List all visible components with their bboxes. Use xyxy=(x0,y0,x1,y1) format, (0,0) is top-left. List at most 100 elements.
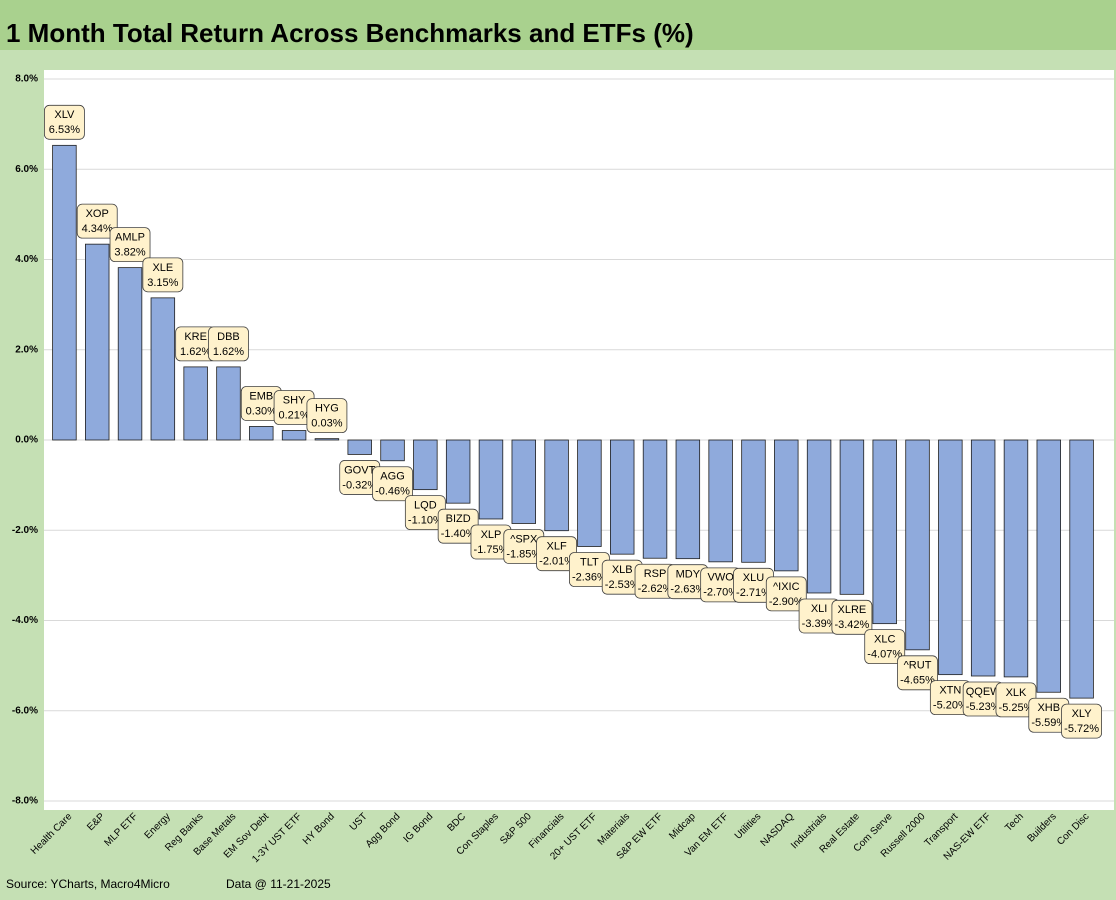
source: Source: YCharts, Macro4Micro xyxy=(6,877,170,891)
bar xyxy=(577,439,602,547)
ticker-label: MDY xyxy=(676,569,701,581)
ticker-label: XLE xyxy=(152,262,173,274)
bar xyxy=(52,144,77,441)
chart-title: 1 Month Total Return Across Benchmarks a… xyxy=(6,18,694,48)
ticker-label: XLRE xyxy=(838,604,867,616)
y-tick-label: 8.0% xyxy=(15,74,38,85)
value-label: -2.71% xyxy=(736,587,771,599)
value-label: 4.34% xyxy=(82,223,113,235)
y-tick-label: -6.0% xyxy=(12,705,38,716)
label-box xyxy=(831,599,873,635)
label-box xyxy=(76,203,118,239)
label-box xyxy=(765,576,807,612)
data-date: Data @ 11-21-2025 xyxy=(226,877,331,891)
ticker-label: ^IXIC xyxy=(773,581,800,593)
value-label: -5.23% xyxy=(966,701,1001,713)
bar xyxy=(610,439,635,555)
ticker-label: GOVT xyxy=(344,464,375,476)
ticker-label: ^RUT xyxy=(904,660,932,672)
label-box xyxy=(142,257,184,293)
bar xyxy=(1036,439,1061,693)
ticker-label: XLU xyxy=(743,572,764,584)
value-label: -5.25% xyxy=(999,702,1034,714)
title-bar xyxy=(0,0,1116,50)
bar xyxy=(413,439,438,491)
value-label: -1.85% xyxy=(506,548,541,560)
value-label: -1.40% xyxy=(441,528,476,540)
bar xyxy=(314,438,340,441)
ticker-label: VWO xyxy=(708,572,735,584)
bar xyxy=(741,439,766,563)
ticker-label: XHB xyxy=(1037,702,1060,714)
ticker-label: XTN xyxy=(939,685,961,697)
ticker-label: XLY xyxy=(1072,708,1093,720)
value-label: -2.62% xyxy=(638,583,673,595)
label-box xyxy=(372,466,413,502)
y-tick-label: 4.0% xyxy=(15,254,38,265)
ticker-label: BIZD xyxy=(446,513,471,525)
ticker-label: XOP xyxy=(86,208,109,220)
ticker-label: XLB xyxy=(612,564,633,576)
ticker-label: RSP xyxy=(644,568,667,580)
ticker-label: AMLP xyxy=(115,232,145,244)
bar xyxy=(970,439,996,677)
ticker-label: AGG xyxy=(380,471,404,483)
bar xyxy=(774,439,799,572)
ticker-label: KRE xyxy=(184,331,207,343)
value-label: -2.63% xyxy=(670,584,705,596)
ticker-label: XLK xyxy=(1006,687,1027,699)
ticker-label: SHY xyxy=(283,394,306,406)
label-box xyxy=(44,104,85,140)
bar xyxy=(905,439,930,651)
y-tick-label: 0.0% xyxy=(15,435,38,446)
bar xyxy=(249,426,274,441)
ticker-label: XLF xyxy=(547,541,567,553)
ticker-label: XLP xyxy=(481,529,502,541)
ticker-label: HYG xyxy=(315,403,339,415)
value-label: 3.15% xyxy=(147,277,178,289)
ticker-label: EMB xyxy=(249,390,273,402)
bar xyxy=(183,366,208,441)
value-label: 6.53% xyxy=(49,124,80,136)
ticker-label: QQEW xyxy=(966,686,1001,698)
label-box xyxy=(864,629,906,665)
value-label: -4.07% xyxy=(867,649,902,661)
y-tick-label: 6.0% xyxy=(15,164,38,175)
bar xyxy=(938,439,963,676)
bar xyxy=(642,439,668,559)
bar xyxy=(544,439,569,532)
bar xyxy=(347,439,372,455)
value-label: 0.21% xyxy=(278,409,309,421)
value-label: -3.42% xyxy=(834,619,869,631)
bar xyxy=(708,439,733,563)
value-label: 1.62% xyxy=(213,346,244,358)
value-label: -4.65% xyxy=(900,675,935,687)
bar xyxy=(478,439,504,520)
label-box xyxy=(306,398,348,434)
bar xyxy=(216,366,241,441)
value-label: 1.62% xyxy=(180,346,211,358)
label-box xyxy=(109,227,151,263)
value-label: -5.59% xyxy=(1031,717,1066,729)
bar xyxy=(675,439,701,560)
bar xyxy=(281,430,307,441)
value-label: -2.36% xyxy=(572,571,607,583)
bar xyxy=(511,439,536,524)
bar xyxy=(85,243,110,441)
bar xyxy=(1003,439,1029,678)
value-label: -2.53% xyxy=(605,579,640,591)
value-label: -1.10% xyxy=(408,515,443,527)
ticker-label: XLV xyxy=(54,109,75,121)
ticker-label: TLT xyxy=(580,556,599,568)
value-label: -2.90% xyxy=(769,596,804,608)
ticker-label: XLI xyxy=(811,603,828,615)
ticker-label: ^SPX xyxy=(510,533,538,545)
y-tick-label: -2.0% xyxy=(12,525,38,536)
value-label: -5.20% xyxy=(933,700,968,712)
bar xyxy=(1069,439,1094,699)
bar xyxy=(117,267,143,441)
value-label: 0.30% xyxy=(246,405,277,417)
bar xyxy=(806,439,832,594)
ticker-label: XLC xyxy=(874,634,895,646)
